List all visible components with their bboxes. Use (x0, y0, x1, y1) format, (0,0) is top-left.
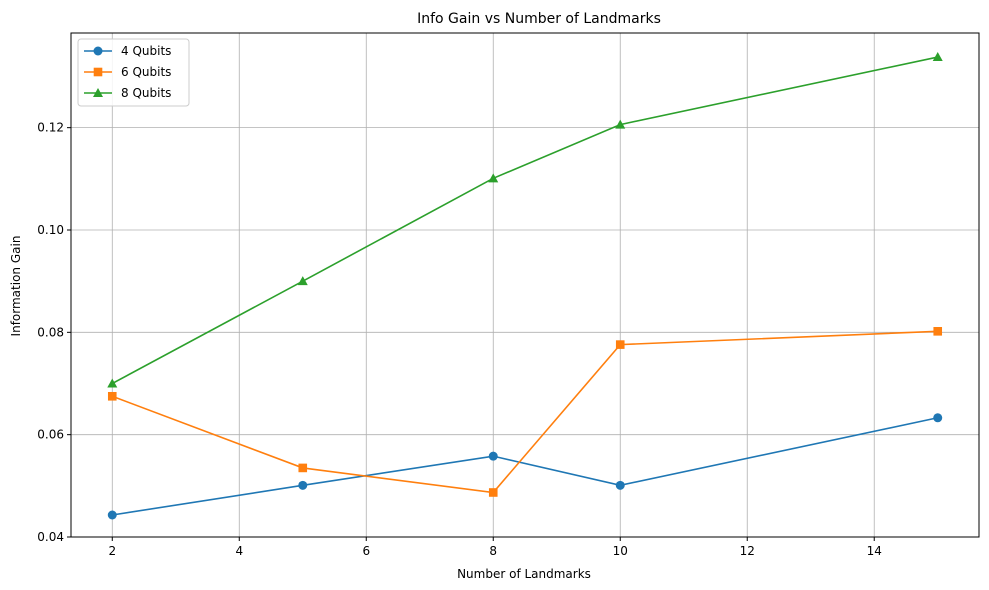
legend-label: 4 Qubits (121, 44, 171, 58)
legend-label: 8 Qubits (121, 86, 171, 100)
legend-marker (93, 46, 103, 56)
data-point-4-qubits (107, 510, 117, 520)
legend-marker (93, 88, 103, 97)
data-point-4-qubits (488, 451, 498, 461)
legend-label: 6 Qubits (121, 65, 171, 79)
data-point-8-qubits (488, 173, 499, 183)
data-point-8-qubits (932, 52, 943, 62)
y-axis-label: Information Gain (9, 236, 23, 337)
legend: 4 Qubits 6 Qubits 8 Qubits (77, 38, 190, 107)
series-6-qubits (107, 327, 943, 497)
data-point-6-qubits (107, 391, 117, 401)
chart-title: Info Gain vs Number of Landmarks (417, 11, 661, 27)
x-tick-label: 2 (108, 544, 116, 558)
data-point-6-qubits (933, 327, 943, 336)
data-point-4-qubits (615, 480, 625, 490)
x-axis: 2 4 6 8 10 12 14 (108, 537, 882, 558)
x-tick-label: 8 (489, 544, 497, 558)
legend-entry-8-qubits: 8 Qubits (84, 86, 171, 100)
legend-box (77, 38, 190, 107)
y-tick-label: 0.12 (37, 121, 64, 135)
y-tick-label: 0.08 (37, 325, 64, 339)
y-tick-label: 0.06 (37, 428, 64, 442)
x-axis-label: Number of Landmarks (457, 567, 591, 581)
y-axis: 0.04 0.06 0.08 0.10 0.12 (37, 121, 71, 544)
y-tick-label: 0.04 (37, 530, 64, 544)
plot-frame (70, 32, 980, 538)
series-4-qubits (107, 413, 943, 520)
data-point-4-qubits (298, 480, 308, 490)
data-point-8-qubits (107, 378, 118, 388)
data-point-4-qubits (933, 413, 943, 423)
y-tick-label: 0.10 (37, 223, 64, 237)
data-point-8-qubits (297, 276, 308, 286)
x-tick-label: 10 (613, 544, 628, 558)
data-point-8-qubits (615, 119, 626, 129)
x-tick-label: 6 (362, 544, 370, 558)
x-tick-label: 14 (867, 544, 882, 558)
legend-marker (93, 67, 103, 77)
series-8-qubits (107, 52, 943, 388)
legend-entry-6-qubits: 6 Qubits (84, 65, 171, 79)
x-tick-label: 4 (235, 544, 243, 558)
data-point-6-qubits (298, 463, 308, 473)
data-point-6-qubits (488, 488, 498, 497)
legend-entry-4-qubits: 4 Qubits (84, 44, 171, 58)
x-tick-label: 12 (740, 544, 755, 558)
series-layer (107, 52, 943, 520)
data-point-6-qubits (615, 340, 625, 349)
